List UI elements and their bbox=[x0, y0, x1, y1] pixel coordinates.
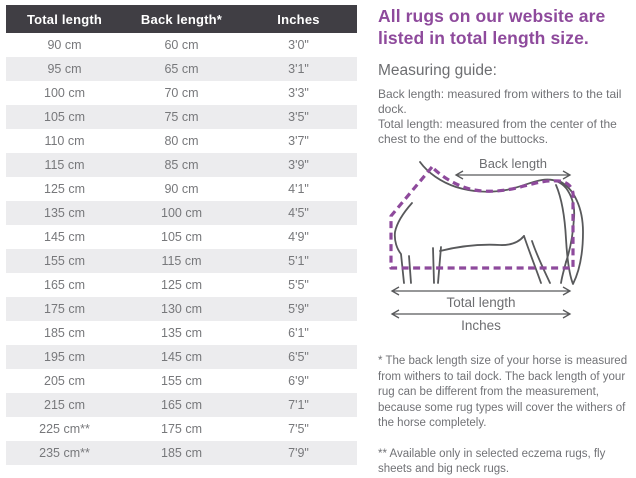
table-cell: 6'1" bbox=[288, 326, 309, 340]
table-row: 205 cm 155 cm 6'9" bbox=[6, 369, 357, 393]
table-cell: 115 cm bbox=[44, 158, 85, 172]
column-header: Back length* bbox=[123, 5, 240, 33]
table-cell: 215 cm bbox=[44, 398, 85, 412]
table-cell: 175 cm bbox=[161, 422, 202, 436]
panel-heading: All rugs on our website are listed in to… bbox=[378, 6, 606, 48]
table-cell: 145 cm bbox=[44, 230, 85, 244]
table-row: 155 cm 115 cm 5'1" bbox=[6, 249, 357, 273]
inches-arrow bbox=[390, 309, 572, 319]
table-cell: 7'9" bbox=[288, 446, 309, 460]
table-cell: 100 cm bbox=[44, 86, 85, 100]
size-table-body: 90 cm 60 cm 3'0" 95 cm 65 cm 3'1" 100 cm 70 cm 3… bbox=[6, 33, 357, 465]
table-cell: 4'5" bbox=[288, 206, 309, 220]
table-row: 165 cm 125 cm 5'5" bbox=[6, 273, 357, 297]
table-row: 215 cm 165 cm 7'1" bbox=[6, 393, 357, 417]
table-row: 105 cm 75 cm 3'5" bbox=[6, 105, 357, 129]
table-cell: 65 cm bbox=[164, 62, 199, 76]
table-cell: 145 cm bbox=[161, 350, 202, 364]
back-length-arrow bbox=[454, 170, 572, 180]
table-row: 195 cm 145 cm 6'5" bbox=[6, 345, 357, 369]
table-cell: 155 cm bbox=[44, 254, 85, 268]
table-cell: 7'5" bbox=[288, 422, 309, 436]
table-cell: 125 cm bbox=[161, 278, 202, 292]
footnote-back-length: * The back length size of your horse is … bbox=[378, 355, 628, 430]
column-header: Total length bbox=[6, 5, 123, 33]
table-cell: 5'1" bbox=[288, 254, 309, 268]
table-cell: 4'1" bbox=[288, 182, 309, 196]
measuring-guide-title: Measuring guide: bbox=[378, 62, 497, 80]
table-cell: 155 cm bbox=[161, 374, 202, 388]
table-cell: 175 cm bbox=[44, 302, 85, 316]
table-row: 235 cm** 185 cm 7'9" bbox=[6, 441, 357, 465]
table-cell: 3'5" bbox=[288, 110, 309, 124]
table-cell: 75 cm bbox=[164, 110, 199, 124]
table-row: 175 cm 130 cm 5'9" bbox=[6, 297, 357, 321]
size-table: Total length Back length* Inches 90 cm 60 c… bbox=[6, 5, 357, 465]
column-header: Inches bbox=[240, 5, 357, 33]
table-cell: 3'0" bbox=[288, 38, 309, 52]
table-row: 110 cm 80 cm 3'7" bbox=[6, 129, 357, 153]
table-cell: 185 cm bbox=[44, 326, 85, 340]
table-cell: 115 cm bbox=[161, 254, 202, 268]
table-cell: 185 cm bbox=[161, 446, 202, 460]
horse-measuring-diagram: Back length Total length Inches bbox=[378, 155, 632, 340]
table-cell: 135 cm bbox=[161, 326, 202, 340]
table-cell: 235 cm** bbox=[39, 446, 90, 460]
table-cell: 90 cm bbox=[47, 38, 82, 52]
total-length-arrow bbox=[390, 286, 572, 296]
table-cell: 3'3" bbox=[288, 86, 309, 100]
footnote-availability: ** Available only in selected eczema rug… bbox=[378, 447, 606, 476]
table-cell: 5'9" bbox=[288, 302, 309, 316]
table-cell: 3'9" bbox=[288, 158, 309, 172]
table-cell: 195 cm bbox=[44, 350, 85, 364]
table-cell: 165 cm bbox=[161, 398, 202, 412]
table-cell: 4'9" bbox=[288, 230, 309, 244]
table-cell: 6'5" bbox=[288, 350, 309, 364]
back-length-definition: Back length: measured from withers to th… bbox=[378, 87, 622, 117]
table-cell: 100 cm bbox=[161, 206, 202, 220]
size-chart: Total length Back length* Inches 90 cm 60 c… bbox=[6, 5, 357, 465]
table-cell: 110 cm bbox=[44, 134, 85, 148]
table-cell: 125 cm bbox=[44, 182, 85, 196]
measuring-definitions: Back length: measured from withers to th… bbox=[378, 87, 632, 147]
table-cell: 165 cm bbox=[44, 278, 85, 292]
table-row: 100 cm 70 cm 3'3" bbox=[6, 81, 357, 105]
table-cell: 105 cm bbox=[161, 230, 202, 244]
back-length-label: Back length bbox=[479, 156, 547, 171]
table-cell: 5'5" bbox=[288, 278, 309, 292]
table-row: 90 cm 60 cm 3'0" bbox=[6, 33, 357, 57]
table-cell: 3'7" bbox=[288, 134, 309, 148]
measuring-guide-panel: All rugs on our website are listed in to… bbox=[378, 6, 632, 478]
horse-diagram-svg: Back length Total length Inches bbox=[389, 156, 584, 333]
table-row: 225 cm** 175 cm 7'5" bbox=[6, 417, 357, 441]
table-cell: 80 cm bbox=[164, 134, 199, 148]
table-cell: 95 cm bbox=[47, 62, 82, 76]
table-cell: 70 cm bbox=[164, 86, 199, 100]
table-cell: 135 cm bbox=[44, 206, 85, 220]
table-row: 95 cm 65 cm 3'1" bbox=[6, 57, 357, 81]
table-row: 145 cm 105 cm 4'9" bbox=[6, 225, 357, 249]
total-length-label: Total length bbox=[446, 295, 515, 310]
table-cell: 205 cm bbox=[44, 374, 85, 388]
table-cell: 7'1" bbox=[288, 398, 309, 412]
rug-dashed-outline bbox=[389, 165, 575, 270]
table-row: 185 cm 135 cm 6'1" bbox=[6, 321, 357, 345]
table-row: 135 cm 100 cm 4'5" bbox=[6, 201, 357, 225]
table-row: 115 cm 85 cm 3'9" bbox=[6, 153, 357, 177]
table-cell: 3'1" bbox=[288, 62, 309, 76]
total-length-definition: Total length: measured from the center o… bbox=[378, 117, 617, 147]
size-table-header: Total length Back length* Inches bbox=[6, 5, 357, 33]
table-cell: 60 cm bbox=[164, 38, 199, 52]
table-cell: 105 cm bbox=[44, 110, 85, 124]
table-cell: 6'9" bbox=[288, 374, 309, 388]
table-cell: 90 cm bbox=[164, 182, 199, 196]
table-row: 125 cm 90 cm 4'1" bbox=[6, 177, 357, 201]
table-cell: 85 cm bbox=[164, 158, 199, 172]
table-cell: 225 cm** bbox=[39, 422, 90, 436]
header-row: Total length Back length* Inches bbox=[6, 5, 357, 33]
inches-label: Inches bbox=[461, 318, 501, 333]
table-cell: 130 cm bbox=[161, 302, 202, 316]
